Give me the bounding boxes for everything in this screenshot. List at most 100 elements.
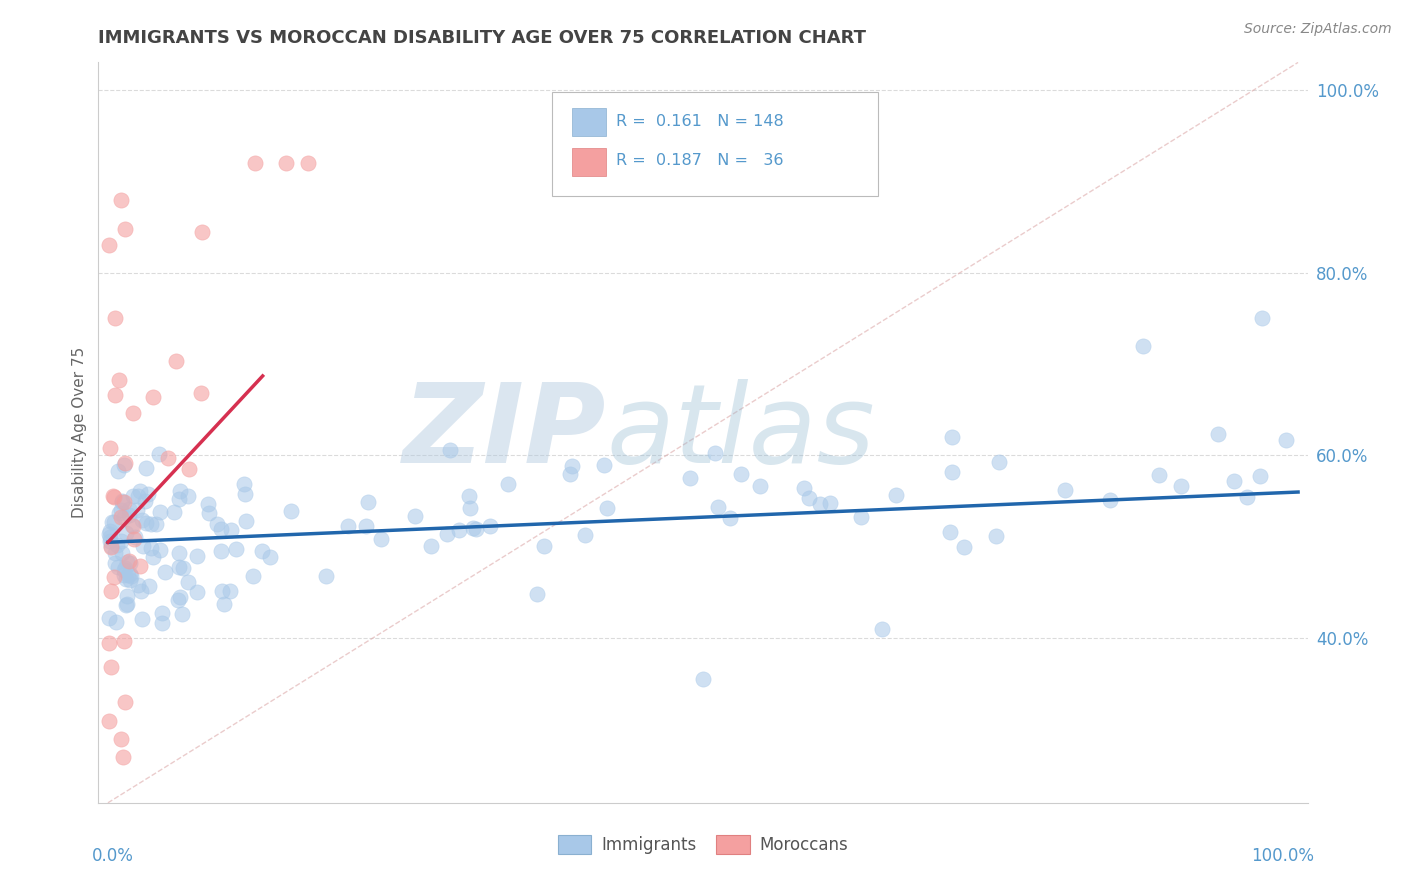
Point	[593, 458, 616, 472]
Point	[112, 563, 135, 577]
Point	[117, 508, 139, 522]
Point	[112, 458, 135, 472]
Point	[145, 517, 167, 532]
Point	[707, 500, 730, 514]
Point	[1054, 483, 1077, 498]
Point	[250, 544, 273, 558]
Text: Source: ZipAtlas.com: Source: ZipAtlas.com	[1244, 22, 1392, 37]
Point	[115, 573, 138, 587]
Point	[100, 660, 122, 674]
Point	[100, 583, 122, 598]
Point	[177, 489, 200, 503]
Point	[259, 549, 281, 564]
Point	[150, 606, 173, 620]
Point	[117, 597, 139, 611]
Point	[128, 559, 150, 574]
Point	[984, 529, 1007, 543]
Point	[1099, 492, 1122, 507]
Point	[190, 386, 212, 401]
Point	[1206, 427, 1229, 442]
Point	[167, 592, 190, 607]
Point	[526, 587, 548, 601]
Point	[98, 714, 121, 728]
Legend: Immigrants, Moroccans: Immigrants, Moroccans	[551, 829, 855, 861]
Point	[479, 519, 502, 533]
Point	[100, 539, 122, 553]
Point	[129, 584, 152, 599]
Point	[211, 583, 233, 598]
Point	[163, 505, 186, 519]
Point	[219, 584, 242, 599]
Point	[233, 487, 256, 501]
Point	[169, 560, 191, 574]
Point	[219, 523, 242, 537]
Point	[121, 406, 143, 420]
Point	[127, 489, 149, 503]
Point	[280, 504, 302, 518]
Point	[148, 447, 170, 461]
Point	[110, 503, 132, 517]
Point	[198, 506, 221, 520]
Point	[103, 570, 125, 584]
Point	[131, 513, 153, 527]
Point	[103, 490, 125, 504]
Point	[122, 519, 145, 533]
Point	[153, 565, 176, 579]
Point	[118, 554, 141, 568]
Point	[169, 483, 191, 498]
Point	[117, 502, 139, 516]
Point	[1147, 468, 1170, 483]
Point	[849, 510, 872, 524]
Point	[820, 496, 842, 510]
Point	[170, 607, 193, 621]
Point	[941, 466, 963, 480]
Bar	[572, 147, 606, 176]
Point	[110, 193, 132, 207]
Point	[357, 495, 380, 509]
Point	[157, 451, 180, 466]
Point	[457, 489, 479, 503]
Point	[128, 483, 150, 498]
Point	[104, 556, 127, 570]
Point	[718, 511, 741, 525]
Point	[122, 532, 145, 546]
Text: IMMIGRANTS VS MOROCCAN DISABILITY AGE OVER 75 CORRELATION CHART: IMMIGRANTS VS MOROCCAN DISABILITY AGE OV…	[98, 29, 866, 47]
Point	[987, 455, 1010, 469]
Point	[114, 456, 136, 470]
Bar	[572, 108, 606, 136]
Point	[884, 488, 907, 502]
Point	[118, 567, 141, 582]
Text: 0.0%: 0.0%	[93, 847, 134, 865]
Point	[1236, 490, 1258, 504]
Point	[101, 515, 124, 529]
Point	[1251, 311, 1274, 326]
Point	[110, 731, 132, 746]
Point	[703, 445, 725, 459]
Point	[136, 487, 159, 501]
Point	[124, 530, 146, 544]
Point	[458, 500, 481, 515]
Point	[134, 493, 156, 508]
Point	[149, 505, 172, 519]
Point	[98, 530, 121, 544]
Point	[107, 560, 129, 574]
Point	[1275, 433, 1298, 447]
Point	[138, 579, 160, 593]
Point	[354, 518, 377, 533]
Point	[404, 509, 426, 524]
Point	[98, 610, 121, 624]
Point	[111, 494, 134, 508]
Point	[115, 589, 138, 603]
Point	[315, 568, 337, 582]
Point	[112, 495, 135, 509]
Point	[447, 523, 470, 537]
Point	[98, 524, 121, 538]
Point	[679, 471, 702, 485]
Point	[125, 503, 148, 517]
Point	[98, 534, 121, 549]
Point	[114, 561, 136, 575]
Point	[496, 477, 519, 491]
Point	[1170, 479, 1192, 493]
Point	[186, 549, 208, 564]
Point	[115, 555, 138, 569]
